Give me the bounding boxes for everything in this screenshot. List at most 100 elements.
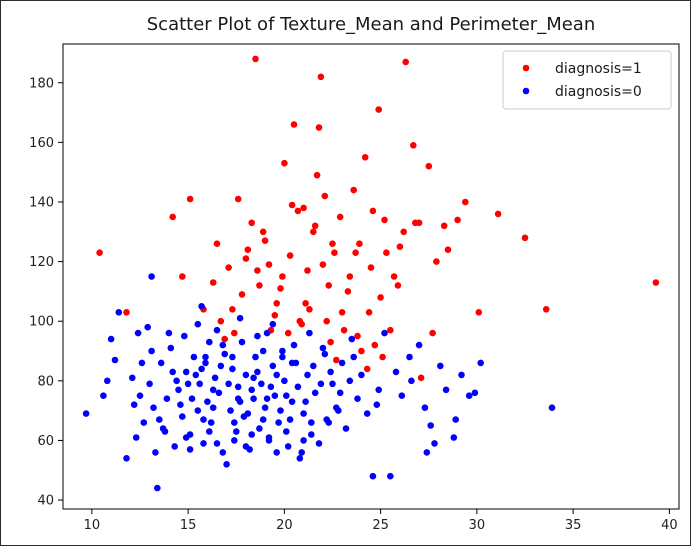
data-point xyxy=(338,359,346,367)
data-point xyxy=(358,347,365,355)
data-point xyxy=(198,303,205,310)
data-point xyxy=(325,419,333,426)
data-point xyxy=(417,374,425,382)
data-point xyxy=(308,431,315,438)
data-point xyxy=(458,371,465,379)
data-point xyxy=(273,371,281,379)
data-point xyxy=(169,368,176,376)
data-point xyxy=(421,404,429,412)
data-point xyxy=(311,389,319,397)
data-point xyxy=(338,309,346,316)
data-point xyxy=(233,428,240,435)
data-point xyxy=(186,446,194,453)
data-point xyxy=(277,285,284,292)
data-point xyxy=(390,273,398,280)
data-point xyxy=(130,401,138,409)
data-point xyxy=(265,261,273,268)
data-point xyxy=(433,258,440,265)
data-point xyxy=(206,428,213,435)
data-point xyxy=(254,267,261,274)
data-point xyxy=(104,377,111,385)
data-point xyxy=(363,365,371,373)
x-tick-label: 25 xyxy=(372,518,389,533)
data-point xyxy=(234,395,242,403)
data-point xyxy=(294,383,302,391)
data-point xyxy=(209,279,217,286)
data-point xyxy=(310,362,317,370)
data-point xyxy=(548,404,556,412)
data-point xyxy=(306,329,313,337)
data-point xyxy=(154,484,161,492)
data-point xyxy=(319,344,327,352)
data-point xyxy=(225,380,232,388)
y-tick-label: 60 xyxy=(37,434,54,449)
data-point xyxy=(429,329,436,337)
legend-box xyxy=(502,50,672,110)
data-point xyxy=(361,154,369,161)
data-point xyxy=(156,416,163,423)
data-point xyxy=(179,273,186,280)
data-point xyxy=(367,264,375,271)
data-point xyxy=(336,389,344,397)
data-point xyxy=(234,383,242,391)
data-point xyxy=(231,437,238,444)
data-point xyxy=(350,186,358,194)
data-point xyxy=(190,353,198,361)
data-point xyxy=(269,320,277,328)
data-point xyxy=(381,329,388,337)
data-point xyxy=(200,416,207,423)
data-point xyxy=(213,240,221,247)
data-point xyxy=(329,240,336,247)
data-point xyxy=(238,338,246,346)
data-point xyxy=(279,273,286,280)
data-point xyxy=(304,371,311,379)
data-point xyxy=(200,440,207,447)
y-tick-label: 140 xyxy=(29,195,54,210)
data-point xyxy=(306,306,313,313)
data-point xyxy=(254,368,261,376)
data-point xyxy=(123,455,130,462)
data-point xyxy=(336,213,344,221)
data-point xyxy=(377,294,384,301)
data-point xyxy=(123,309,130,316)
data-point xyxy=(302,300,309,307)
data-point xyxy=(259,347,267,355)
y-tick-label: 160 xyxy=(29,136,54,151)
data-point xyxy=(252,353,259,361)
y-tick-label: 180 xyxy=(29,76,54,91)
data-point xyxy=(213,440,221,447)
data-point xyxy=(244,246,252,253)
data-point xyxy=(321,350,329,358)
data-point xyxy=(342,425,350,432)
data-point xyxy=(236,314,244,322)
data-point xyxy=(387,472,394,480)
x-tick-label: 10 xyxy=(84,518,101,533)
data-point xyxy=(415,341,423,349)
data-point xyxy=(462,198,469,206)
data-point xyxy=(288,398,296,406)
data-point xyxy=(152,449,159,456)
data-point xyxy=(273,300,281,307)
data-point xyxy=(452,416,460,423)
data-point xyxy=(298,320,306,328)
data-point xyxy=(311,222,319,230)
x-tick-label: 20 xyxy=(276,518,293,533)
data-point xyxy=(290,341,298,349)
data-point xyxy=(477,359,485,367)
data-point xyxy=(261,237,269,244)
data-point xyxy=(356,240,363,247)
data-point xyxy=(283,428,290,435)
data-point xyxy=(100,392,107,400)
data-point xyxy=(288,359,296,367)
data-point xyxy=(177,401,184,409)
data-point xyxy=(229,365,236,373)
data-point xyxy=(227,407,234,414)
data-point xyxy=(369,472,377,480)
data-point xyxy=(333,356,340,364)
data-point xyxy=(425,162,433,170)
data-point xyxy=(221,335,228,343)
data-point xyxy=(140,419,148,426)
data-point xyxy=(254,332,261,340)
data-point xyxy=(284,329,292,337)
data-point xyxy=(269,362,277,370)
